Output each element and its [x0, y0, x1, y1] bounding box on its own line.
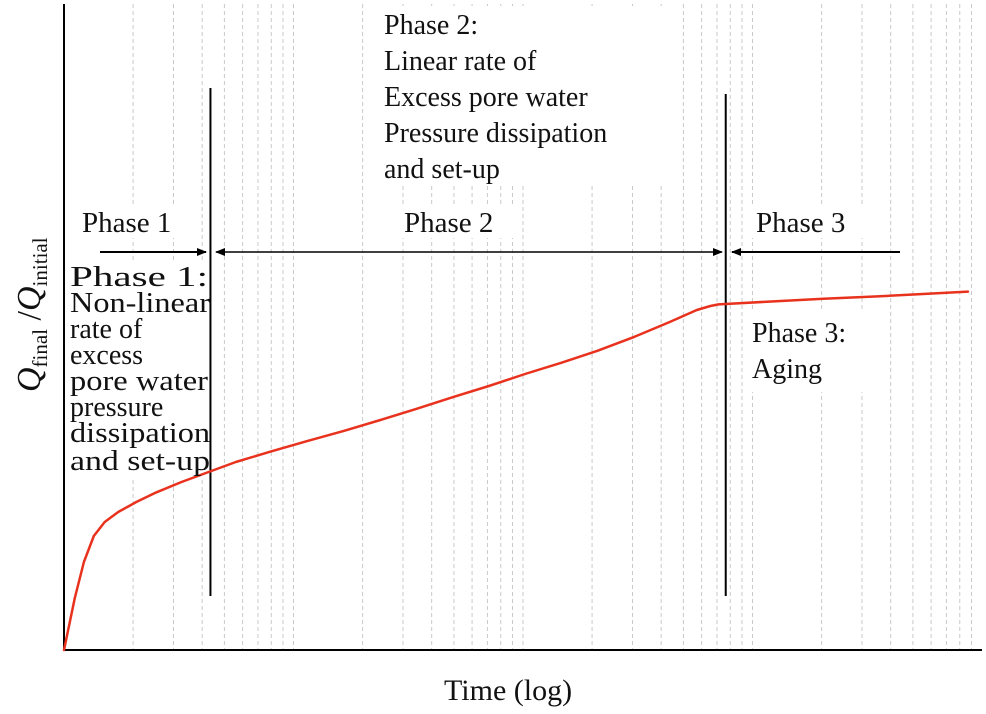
- phase3-annotation: Phase 3: Aging: [752, 318, 846, 385]
- phase2-note-bg: [372, 6, 664, 186]
- phase3-note-bg: [746, 312, 866, 392]
- phase3-note-line: Aging: [752, 354, 822, 385]
- phase1-note-line: pressure: [70, 392, 163, 423]
- phase2-note-line: and set-up: [384, 154, 500, 185]
- phase3-label-bg: [750, 204, 872, 238]
- y-label-q2: Q: [11, 286, 48, 311]
- y-label-slash: /: [11, 310, 48, 329]
- y-label-sub1: final: [28, 329, 52, 368]
- phase1-note-line: Phase 1:: [70, 262, 208, 293]
- phase1-note-line: Non-linear: [70, 288, 211, 319]
- phase2-note-line: Linear rate of: [384, 46, 537, 77]
- phase2-label-bg: [398, 204, 518, 238]
- phase2-label: Phase 2: [404, 207, 493, 239]
- series-line: [62, 290, 970, 652]
- phase3-label: Phase 3: [756, 207, 845, 239]
- phase1-annotation: Phase 1: Non-linear rate of excess pore …: [70, 262, 211, 477]
- phase1-note-line: rate of: [70, 314, 143, 345]
- y-label-q1: Q: [11, 367, 48, 392]
- phase2-note-line: Pressure dissipation: [384, 118, 607, 149]
- phase2-note-line: Phase 2:: [384, 10, 478, 41]
- phase3-note-line: Phase 3:: [752, 318, 846, 349]
- y-label-sub2: initial: [28, 237, 52, 286]
- phase1-label: Phase 1: [82, 207, 171, 239]
- phase1-note-line: dissipation: [70, 418, 210, 449]
- x-axis-label: Time (log): [444, 674, 572, 707]
- phase1-note-bg: [64, 262, 214, 480]
- y-axis-label: Qfinal /Qinitial: [11, 237, 52, 392]
- phase1-note-line: excess: [70, 340, 143, 371]
- phase1-note-line: and set-up: [70, 446, 210, 477]
- phase1-note-line: pore water: [70, 366, 209, 397]
- phase1-label-bg: [76, 204, 196, 238]
- phase2-note-line: Excess pore water: [384, 82, 588, 113]
- phase2-annotation: Phase 2: Linear rate of Excess pore wate…: [384, 10, 607, 185]
